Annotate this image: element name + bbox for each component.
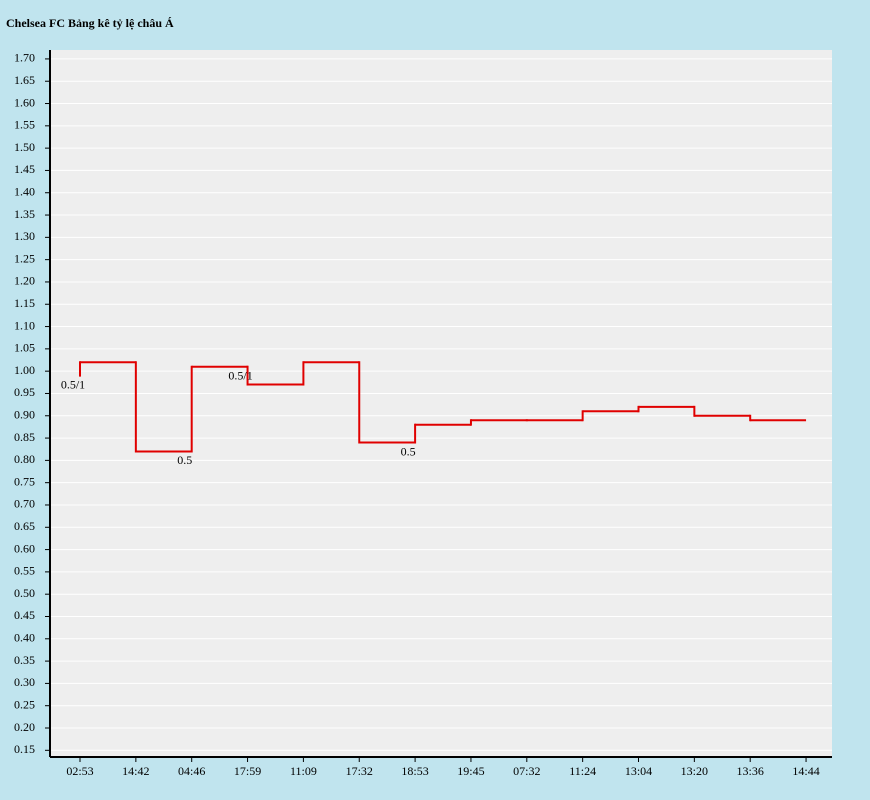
y-tick-label: 1.50: [14, 140, 35, 154]
y-tick-label: 0.45: [14, 608, 35, 622]
annotation: 0.5/1: [228, 368, 252, 382]
chart-title: Chelsea FC Bảng kê tỷ lệ châu Á: [6, 16, 174, 30]
x-tick-label: 02:53: [66, 764, 93, 778]
x-tick-label: 14:44: [792, 764, 819, 778]
x-tick-label: 13:04: [625, 764, 652, 778]
x-tick-label: 07:32: [513, 764, 540, 778]
x-tick-label: 11:24: [569, 764, 596, 778]
x-tick-label: 13:20: [681, 764, 708, 778]
y-tick-label: 0.60: [14, 541, 35, 555]
y-tick-label: 1.45: [14, 162, 35, 176]
y-tick-label: 0.15: [14, 742, 35, 756]
y-tick-label: 0.70: [14, 497, 35, 511]
y-tick-label: 0.80: [14, 452, 35, 466]
y-tick-label: 1.40: [14, 184, 35, 198]
y-tick-label: 0.55: [14, 564, 35, 578]
y-tick-label: 0.35: [14, 653, 35, 667]
y-tick-label: 1.35: [14, 207, 35, 221]
y-tick-label: 0.30: [14, 675, 35, 689]
x-tick-label: 14:42: [122, 764, 149, 778]
x-tick-label: 19:45: [457, 764, 484, 778]
y-tick-label: 1.55: [14, 118, 35, 132]
x-tick-label: 13:36: [737, 764, 764, 778]
y-tick-label: 0.40: [14, 631, 35, 645]
annotation: 0.5: [177, 453, 192, 467]
y-tick-label: 1.30: [14, 229, 35, 243]
y-tick-label: 1.25: [14, 251, 35, 265]
plot-area: [50, 50, 832, 757]
x-tick-label: 04:46: [178, 764, 205, 778]
annotation: 0.5: [401, 444, 416, 458]
y-tick-label: 0.75: [14, 474, 35, 488]
y-tick-label: 0.85: [14, 430, 35, 444]
annotation: 0.5/1: [61, 377, 85, 391]
x-tick-label: 11:09: [290, 764, 317, 778]
y-tick-label: 0.65: [14, 519, 35, 533]
y-tick-label: 1.65: [14, 73, 35, 87]
y-tick-label: 1.00: [14, 363, 35, 377]
y-tick-label: 1.10: [14, 318, 35, 332]
y-tick-label: 0.90: [14, 408, 35, 422]
y-tick-label: 0.25: [14, 697, 35, 711]
x-tick-label: 17:59: [234, 764, 261, 778]
y-tick-label: 0.20: [14, 720, 35, 734]
x-tick-label: 17:32: [346, 764, 373, 778]
x-tick-label: 18:53: [401, 764, 428, 778]
y-tick-label: 0.95: [14, 385, 35, 399]
y-tick-label: 1.60: [14, 95, 35, 109]
y-tick-label: 0.50: [14, 586, 35, 600]
y-tick-label: 1.70: [14, 51, 35, 65]
y-tick-label: 1.20: [14, 274, 35, 288]
y-tick-label: 1.05: [14, 341, 35, 355]
y-tick-label: 1.15: [14, 296, 35, 310]
